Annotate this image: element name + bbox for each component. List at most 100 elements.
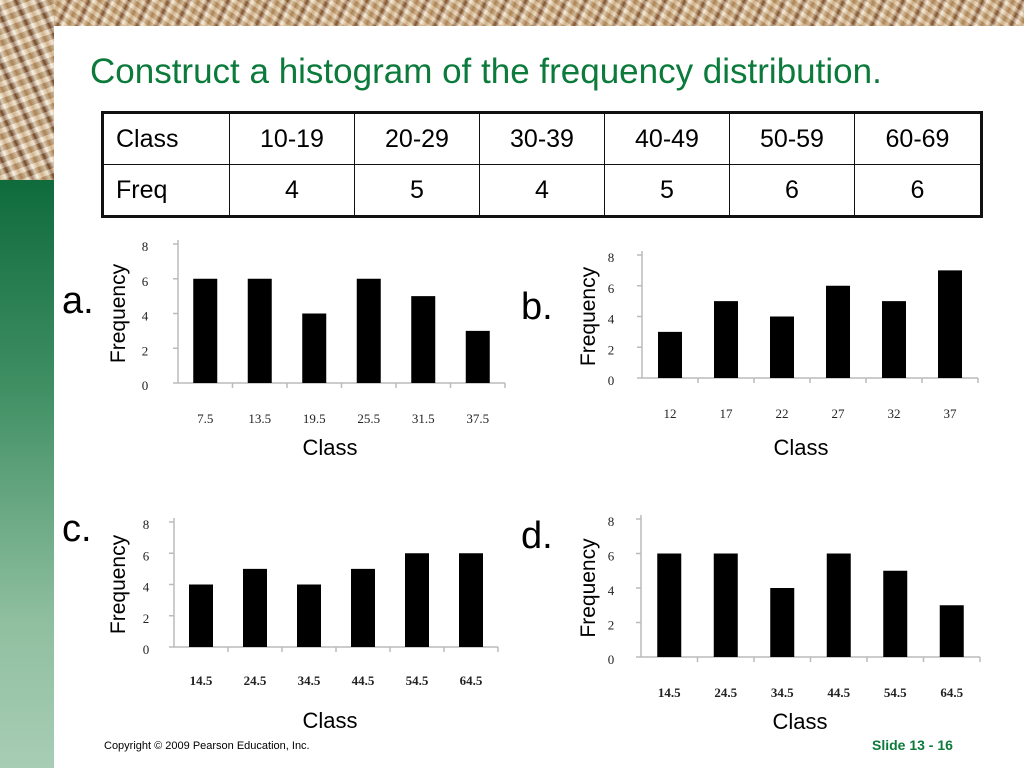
decorative-green-strip [0, 180, 54, 768]
bar [193, 278, 218, 383]
option-label-a: a. [62, 280, 94, 322]
x-tick-label: 27 [832, 406, 846, 421]
x-tick-label: 37.5 [466, 411, 489, 426]
freq-row: Freq 4 5 4 5 6 6 [102, 164, 982, 217]
x-tick-label: 13.5 [248, 411, 271, 426]
x-tick-label: 22 [776, 406, 789, 421]
x-tick-label: 7.5 [197, 411, 213, 426]
bar [714, 301, 738, 378]
x-tick-label: 24.5 [714, 685, 737, 700]
class-cell: 40-49 [604, 112, 730, 165]
bar [247, 278, 272, 383]
y-tick-label: 6 [143, 548, 150, 563]
x-tick-label: 14.5 [190, 673, 213, 688]
y-tick-label: 0 [142, 378, 149, 393]
x-tick-label: 17 [720, 406, 734, 421]
freq-cell: 6 [729, 164, 855, 217]
decorative-side-band [0, 0, 54, 768]
option-label-b: b. [521, 286, 553, 328]
x-axis-title: Class [772, 709, 827, 734]
bar [657, 553, 682, 657]
bar [882, 301, 906, 378]
y-tick-label: 6 [608, 549, 615, 564]
bar [411, 296, 436, 383]
x-tick-label: 31.5 [412, 411, 435, 426]
y-tick-label: 4 [143, 580, 150, 595]
y-tick-label: 4 [608, 583, 615, 598]
y-axis-title: Frequency [577, 266, 600, 366]
y-axis-title: Frequency [577, 538, 600, 638]
x-axis-title: Class [302, 708, 357, 733]
y-tick-label: 8 [143, 517, 150, 532]
x-tick-label: 14.5 [658, 685, 681, 700]
y-tick-label: 0 [143, 642, 150, 657]
bar [770, 588, 795, 657]
y-tick-label: 2 [143, 611, 150, 626]
x-tick-label: 19.5 [303, 411, 326, 426]
y-axis-title: Frequency [107, 534, 130, 634]
bar [883, 570, 908, 657]
x-tick-label: 12 [664, 406, 677, 421]
x-axis-title: Class [302, 435, 357, 460]
bar [297, 584, 321, 647]
bar [939, 605, 964, 657]
bar [770, 316, 794, 378]
y-tick-label: 6 [608, 281, 615, 296]
freq-cell: 6 [854, 164, 982, 217]
y-tick-label: 0 [608, 652, 615, 667]
y-tick-label: 0 [608, 373, 615, 388]
class-cell: 60-69 [854, 112, 982, 165]
x-tick-label: 32 [888, 406, 901, 421]
x-tick-label: 54.5 [884, 685, 907, 700]
decorative-marble-strip [0, 0, 54, 180]
x-tick-label: 44.5 [352, 673, 375, 688]
bar [713, 553, 738, 657]
slide-number: Slide 13 - 16 [872, 737, 953, 753]
option-label-d: d. [521, 515, 553, 557]
y-tick-label: 2 [608, 342, 615, 357]
x-tick-label: 24.5 [244, 673, 267, 688]
bar [459, 553, 483, 647]
copyright-notice: Copyright © 2009 Pearson Education, Inc. [104, 740, 310, 752]
y-tick-label: 8 [608, 250, 615, 265]
x-tick-label: 34.5 [771, 685, 794, 700]
bar [465, 330, 490, 383]
x-tick-label: 44.5 [827, 685, 850, 700]
decorative-marble-band [0, 0, 1024, 26]
bar [938, 270, 962, 378]
x-tick-label: 54.5 [406, 673, 429, 688]
y-tick-label: 8 [142, 239, 149, 254]
slide-title: Construct a histogram of the frequency d… [90, 52, 882, 91]
x-tick-label: 64.5 [460, 673, 483, 688]
x-axis-title: Class [773, 435, 828, 460]
y-tick-label: 2 [142, 343, 149, 358]
bar [658, 331, 682, 378]
bar [356, 278, 381, 383]
freq-cell: 4 [479, 164, 605, 217]
y-tick-label: 2 [608, 618, 615, 633]
option-label-c: c. [62, 508, 92, 550]
freq-cell: 5 [604, 164, 730, 217]
y-tick-label: 4 [608, 312, 615, 327]
bar [302, 313, 327, 383]
y-axis-title: Frequency [107, 263, 130, 363]
bar [243, 568, 267, 647]
bar [351, 568, 375, 647]
frequency-table: Class 10-19 20-29 30-39 40-49 50-59 60-6… [101, 111, 983, 218]
bar [826, 285, 850, 378]
bar [405, 553, 429, 647]
bar [189, 584, 213, 647]
freq-header-cell: Freq [102, 164, 230, 217]
y-tick-label: 6 [142, 274, 149, 289]
x-tick-label: 37 [944, 406, 958, 421]
x-tick-label: 25.5 [357, 411, 380, 426]
x-tick-label: 34.5 [298, 673, 321, 688]
x-tick-label: 64.5 [940, 685, 963, 700]
y-tick-label: 8 [608, 514, 615, 529]
y-tick-label: 4 [142, 309, 149, 324]
freq-cell: 4 [229, 164, 355, 217]
